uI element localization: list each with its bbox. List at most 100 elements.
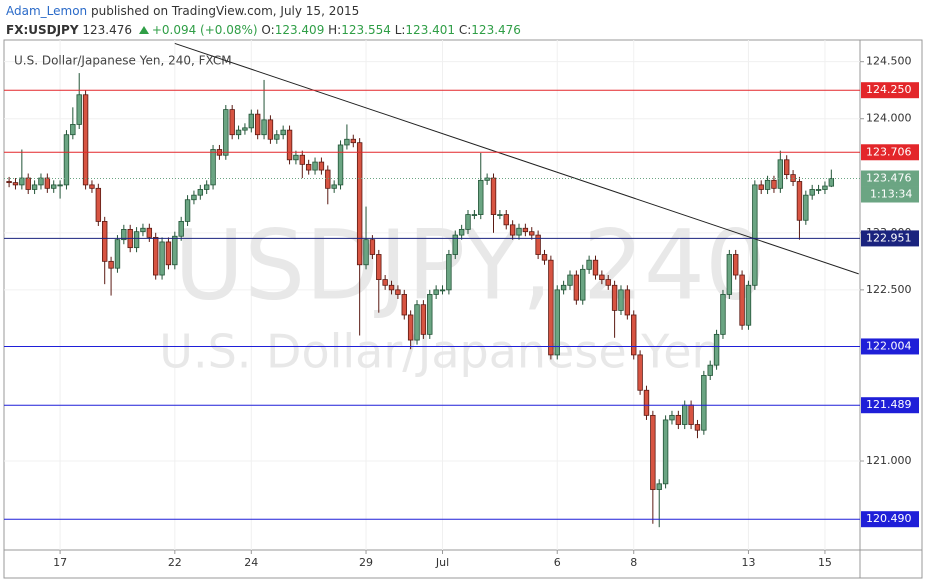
candle-body	[446, 254, 452, 291]
candle-body	[541, 254, 548, 261]
candle-body	[108, 260, 114, 269]
h-label: H:	[328, 23, 342, 37]
candle-body	[95, 187, 102, 222]
author[interactable]: Adam_Lemon	[6, 4, 88, 18]
candle-body	[777, 159, 784, 189]
candle-body	[63, 134, 70, 186]
header: Adam_Lemon published on TradingView.com,…	[6, 2, 521, 40]
candle-body	[420, 304, 427, 335]
x-tick-label: 15	[818, 556, 832, 569]
level-label: 122.004	[866, 339, 912, 352]
candle-body	[407, 314, 414, 341]
candle-body	[286, 129, 293, 161]
candle-body	[318, 161, 325, 171]
candle-body	[267, 119, 274, 140]
c-value: 123.476	[471, 23, 521, 37]
candle-body	[6, 181, 12, 184]
candle-body	[752, 184, 758, 286]
candle-body	[51, 184, 57, 189]
level-label: 120.490	[866, 512, 912, 525]
frame	[3, 39, 923, 579]
candle-body	[745, 284, 752, 326]
candle-body	[624, 289, 631, 316]
level-label-bg	[861, 144, 919, 161]
candle-body	[254, 113, 261, 136]
candle-body	[567, 274, 573, 286]
candle-body	[25, 177, 31, 190]
candle-body	[637, 354, 643, 391]
candle-body	[76, 94, 82, 125]
h-value: 123.554	[341, 23, 391, 37]
candle-body	[465, 214, 471, 230]
candle-body	[509, 224, 516, 236]
candle-body	[337, 144, 344, 186]
candle-body	[382, 279, 388, 286]
candle-body	[713, 333, 720, 366]
candle-body	[274, 134, 280, 140]
candle-body	[573, 274, 580, 301]
candle-body	[548, 259, 554, 356]
candle-body	[554, 289, 560, 356]
candle-body	[592, 259, 599, 276]
level-label: 121.489	[866, 398, 912, 411]
level-label: 124.250	[866, 83, 912, 96]
candle-body	[739, 274, 745, 326]
candle-body	[631, 314, 637, 356]
candle-body	[828, 178, 835, 187]
candle-body	[535, 234, 541, 255]
x-tick-label: 17	[53, 556, 67, 569]
x-tick-label: 24	[244, 556, 258, 569]
candle-body	[89, 184, 95, 189]
candle-body	[312, 161, 318, 171]
candle-body	[662, 419, 669, 485]
candle-body	[803, 194, 809, 221]
candle-body	[38, 177, 44, 186]
candle-body	[242, 127, 248, 131]
level-label-bg	[861, 230, 919, 247]
candle-body	[439, 289, 446, 292]
candle-body	[159, 241, 165, 276]
candle-body	[395, 289, 401, 295]
x-tick-label: 29	[359, 556, 373, 569]
candle-body	[299, 154, 305, 165]
l-value: 123.401	[405, 23, 456, 37]
countdown: 1:13:34	[870, 188, 912, 201]
candle-body	[707, 364, 713, 376]
candle-body	[490, 177, 497, 215]
publish-line: Adam_Lemon published on TradingView.com,…	[6, 2, 521, 21]
candle-body	[401, 294, 407, 316]
candle-body	[560, 284, 567, 291]
candle-body	[140, 227, 146, 233]
candle-body	[478, 179, 484, 215]
candle-body	[822, 185, 828, 190]
y-tick-label: 122.500	[866, 283, 912, 296]
x-tick-label: 6	[554, 556, 561, 569]
y-tick-label: 124.500	[866, 55, 912, 68]
candle-body	[235, 129, 242, 136]
candle-body	[471, 214, 478, 216]
candle-body	[605, 279, 611, 286]
candle-body	[229, 109, 235, 136]
y-tick-label: 124.000	[866, 112, 912, 125]
countdown-bg	[861, 186, 919, 203]
last-price-label: 123.476	[866, 172, 912, 185]
candle-body	[325, 169, 331, 189]
quote-line: FX:USDJPY 123.476 +0.094 (+0.08%) O:123.…	[6, 21, 521, 40]
candle-body	[280, 129, 286, 136]
candle-body	[796, 181, 803, 221]
o-value: 123.409	[274, 23, 325, 37]
candle-body	[191, 194, 197, 201]
candle-body	[458, 228, 465, 236]
x-tick-label: 8	[630, 556, 637, 569]
level-label: 122.951	[866, 231, 912, 244]
watermark-description: U.S. Dollar/Japanese Yen	[159, 325, 720, 379]
candle-body	[682, 404, 688, 425]
candle-body	[580, 268, 586, 301]
candle-body	[165, 241, 172, 266]
candle-body	[656, 483, 662, 490]
candle-body	[599, 274, 605, 280]
candle-body	[497, 214, 503, 216]
candle-body	[350, 138, 356, 144]
